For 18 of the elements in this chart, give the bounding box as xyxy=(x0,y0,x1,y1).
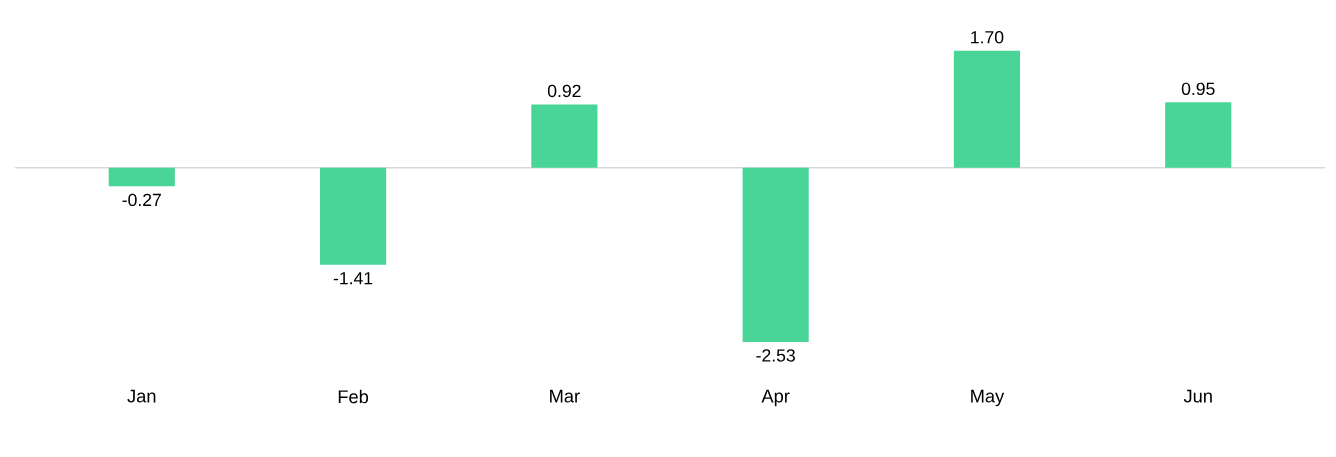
x-tick-label: Apr xyxy=(761,389,790,407)
x-tick-label: Mar xyxy=(550,389,580,403)
x-tick-label: Jan xyxy=(127,389,156,403)
bar xyxy=(531,104,598,168)
x-tick-label: Feb xyxy=(338,389,369,404)
data-label: -2.53 xyxy=(756,349,795,362)
bar xyxy=(953,50,1021,168)
data-label: 0.95 xyxy=(1181,82,1215,96)
data-label: 1.70 xyxy=(971,31,1004,44)
x-tick-label: Jun xyxy=(1183,389,1212,403)
bar xyxy=(742,167,809,342)
data-label: 0.92 xyxy=(547,84,581,98)
x-tick-label: May xyxy=(971,389,1005,407)
bar xyxy=(108,167,175,187)
data-label: -1.41 xyxy=(333,272,373,285)
bar xyxy=(320,167,387,265)
data-label: -0.27 xyxy=(122,193,161,207)
bar xyxy=(1165,102,1232,168)
